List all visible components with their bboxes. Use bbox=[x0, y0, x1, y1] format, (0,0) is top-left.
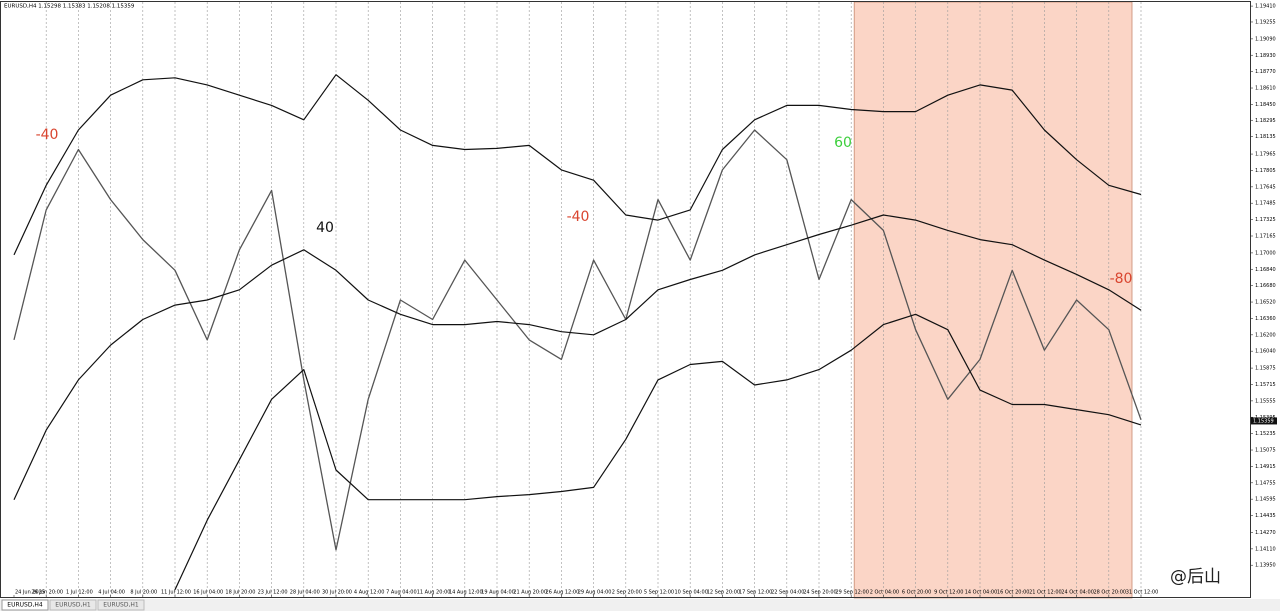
x-tick-label: 24 Jun 2025 bbox=[15, 590, 45, 596]
y-tick-label: 1.18610 bbox=[1255, 86, 1276, 92]
y-tick-label: 1.17485 bbox=[1255, 201, 1276, 207]
x-tick-label: 2 Sep 20:00 bbox=[612, 590, 642, 596]
annotation: -40 bbox=[567, 209, 590, 225]
y-tick-label: 1.16520 bbox=[1255, 300, 1276, 306]
y-tick-label: 1.17965 bbox=[1255, 152, 1276, 158]
y-tick-label: 1.15555 bbox=[1255, 398, 1276, 404]
y-tick-label: 1.17325 bbox=[1255, 217, 1276, 223]
x-tick-label: 4 Aug 12:00 bbox=[354, 590, 385, 596]
x-tick-label: 16 Jul 04:00 bbox=[193, 590, 223, 596]
series-line bbox=[13, 74, 1142, 256]
x-tick-label: 29 Sep 12:00 bbox=[836, 590, 869, 596]
highlight-zone bbox=[853, 1, 1133, 599]
series-line bbox=[13, 214, 1142, 500]
x-tick-label: 5 Sep 12:00 bbox=[644, 590, 674, 596]
y-tick-label: 1.14270 bbox=[1255, 530, 1276, 536]
x-tick-label: 14 Aug 12:00 bbox=[449, 590, 483, 596]
x-tick-label: 23 Jul 12:00 bbox=[258, 590, 288, 596]
y-tick-label: 1.18135 bbox=[1255, 134, 1276, 140]
x-tick-label: 12 Sep 20:00 bbox=[707, 590, 740, 596]
x-tick-label: 19 Aug 04:00 bbox=[481, 590, 515, 596]
y-tick-label: 1.16680 bbox=[1255, 283, 1276, 289]
x-tick-label: 9 Oct 12:00 bbox=[934, 590, 963, 596]
y-tick-label: 1.14110 bbox=[1255, 546, 1276, 552]
y-tick-label: 1.18930 bbox=[1255, 53, 1276, 59]
y-tick-label: 1.14435 bbox=[1255, 513, 1276, 519]
x-tick-label: 6 Oct 20:00 bbox=[902, 590, 931, 596]
annotation: -80 bbox=[1110, 271, 1133, 287]
x-tick-label: 29 Aug 04:00 bbox=[578, 590, 612, 596]
tab[interactable]: EURUSD,H1 bbox=[49, 599, 97, 611]
watermark: @后山 bbox=[1170, 567, 1221, 587]
annotation: 40 bbox=[316, 220, 334, 236]
x-tick-label: 4 Jul 04:00 bbox=[98, 590, 125, 596]
x-tick-label: 2 Oct 04:00 bbox=[870, 590, 899, 596]
y-tick-label: 1.19410 bbox=[1255, 4, 1276, 10]
tab-box bbox=[1, 599, 49, 611]
annotation: -40 bbox=[36, 127, 59, 143]
x-tick-label: 14 Oct 04:00 bbox=[965, 590, 998, 596]
plot-area: -40 40 -40 60 -80 bbox=[13, 1, 1142, 599]
x-tick-label: 31 Oct 12:00 bbox=[1126, 590, 1159, 596]
annotation: 60 bbox=[834, 135, 852, 151]
x-tick-label: 24 Oct 04:00 bbox=[1061, 590, 1094, 596]
x-tick-label: 17 Sep 12:00 bbox=[739, 590, 772, 596]
tab[interactable]: EURUSD,H1 bbox=[97, 599, 145, 611]
y-tick-label: 1.16840 bbox=[1255, 267, 1276, 273]
last-price-box bbox=[1251, 417, 1277, 425]
x-tick-label: 1 Jul 12:00 bbox=[66, 590, 93, 596]
x-tick-label: 28 Jul 04:00 bbox=[290, 590, 320, 596]
tab-box bbox=[97, 599, 145, 611]
y-tick-label: 1.19090 bbox=[1255, 36, 1276, 42]
y-tick-label: 1.15715 bbox=[1255, 382, 1276, 388]
series-line bbox=[13, 129, 1142, 551]
y-tick-label: 1.17165 bbox=[1255, 233, 1276, 239]
tab[interactable]: EURUSD,H4 bbox=[1, 599, 49, 611]
y-tick-label: 1.16200 bbox=[1255, 332, 1276, 338]
x-tick-label: 7 Aug 04:00 bbox=[386, 590, 417, 596]
x-tick-label: 16 Oct 20:00 bbox=[997, 590, 1030, 596]
y-tick-label: 1.17805 bbox=[1255, 168, 1276, 174]
y-tick-label: 1.16040 bbox=[1255, 349, 1276, 355]
y-tick-label: 1.15075 bbox=[1255, 448, 1276, 454]
y-tick-label: 1.17645 bbox=[1255, 184, 1276, 190]
y-tick-label: 1.18770 bbox=[1255, 69, 1276, 75]
tab-label[interactable]: EURUSD,H1 bbox=[55, 602, 91, 609]
tab-label[interactable]: EURUSD,H1 bbox=[103, 602, 139, 609]
tab-label[interactable]: EURUSD,H4 bbox=[7, 602, 43, 609]
y-tick-label: 1.14755 bbox=[1255, 480, 1276, 486]
chart-title: EURUSD,H4 1.15298 1.15383 1.15208 1.1535… bbox=[4, 4, 135, 10]
y-tick-label: 1.15875 bbox=[1255, 366, 1276, 372]
y-tick-label: 1.18450 bbox=[1255, 102, 1276, 108]
series-line bbox=[174, 313, 1142, 591]
y-tick-label: 1.19255 bbox=[1255, 19, 1276, 25]
last-price-label: 1.15359 bbox=[1253, 418, 1274, 424]
y-tick-label: 1.15235 bbox=[1255, 431, 1276, 437]
y-tick-label: 1.13950 bbox=[1255, 563, 1276, 569]
y-tick-label: 1.17000 bbox=[1255, 250, 1276, 256]
x-tick-label: 30 Jul 20:00 bbox=[322, 590, 352, 596]
y-tick-label: 1.14915 bbox=[1255, 464, 1276, 470]
x-tick-label: 21 Aug 20:00 bbox=[513, 590, 547, 596]
x-tick-label: 11 Aug 20:00 bbox=[417, 590, 451, 596]
x-tick-label: 21 Oct 12:00 bbox=[1029, 590, 1062, 596]
tab-bar bbox=[0, 599, 1280, 611]
x-tick-label: 18 Jul 20:00 bbox=[225, 590, 255, 596]
x-tick-label: 24 Sep 20:00 bbox=[803, 590, 836, 596]
tab-box bbox=[49, 599, 97, 611]
x-tick-label: 28 Oct 20:00 bbox=[1093, 590, 1126, 596]
x-tick-label: 26 Jun 20:00 bbox=[31, 590, 63, 596]
x-tick-label: 22 Sep 04:00 bbox=[771, 590, 804, 596]
x-tick-label: 26 Aug 12:00 bbox=[546, 590, 580, 596]
y-tick-label: 1.18295 bbox=[1255, 118, 1276, 124]
y-tick-label: 1.14595 bbox=[1255, 497, 1276, 503]
x-tick-label: 8 Jul 20:00 bbox=[130, 590, 157, 596]
x-tick-label: 11 Jul 12:00 bbox=[161, 590, 191, 596]
y-tick-label: 1.16360 bbox=[1255, 316, 1276, 322]
x-tick-label: 10 Sep 04:00 bbox=[675, 590, 708, 596]
plot-frame bbox=[0, 1, 1251, 598]
